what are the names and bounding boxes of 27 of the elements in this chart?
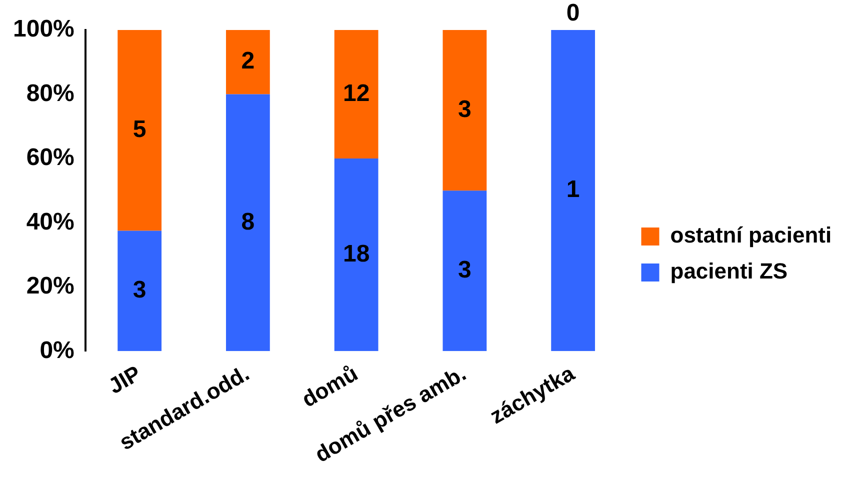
y-tick-label: 0% [40,336,74,364]
bar [226,30,270,94]
y-tick-label: 20% [26,272,74,300]
annotation: 1 [566,176,580,204]
y-tick-label: 80% [26,80,74,107]
bar [442,190,487,352]
bar [551,30,596,352]
legend-label: pacienti ZS [670,258,788,284]
y-tick-label: 100% [12,16,74,43]
annotation: 12 [342,80,370,107]
annotation: 18 [342,240,370,268]
y-tick-label: 60% [26,144,74,172]
annotation: 5 [132,116,146,143]
annotation: 3 [458,256,472,284]
annotation: 3 [458,96,472,123]
annotation: 8 [241,208,255,236]
bar [442,30,487,191]
legend-label: ostatní pacienti [670,222,832,248]
bar [118,30,162,231]
text: 0 [566,0,580,27]
bar [118,230,162,352]
annotation: 3 [132,276,146,304]
bar [334,158,378,352]
annotation: 2 [241,48,255,75]
bar [334,30,378,158]
y-tick-label: 40% [26,208,74,236]
bar [226,94,270,352]
